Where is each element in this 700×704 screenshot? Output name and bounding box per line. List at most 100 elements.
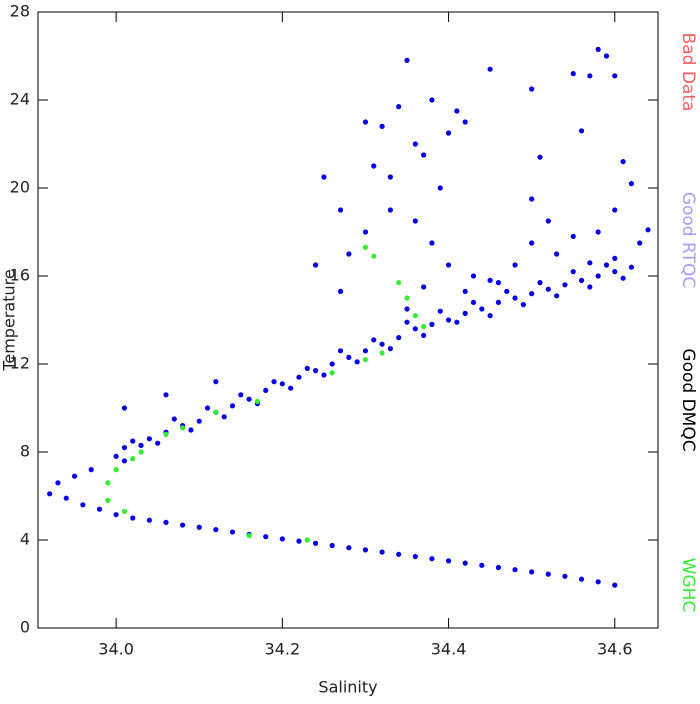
point xyxy=(362,244,369,250)
point xyxy=(404,57,410,64)
point xyxy=(595,579,601,585)
point xyxy=(620,159,626,165)
point xyxy=(387,174,393,180)
point xyxy=(545,218,551,224)
point xyxy=(146,436,152,442)
x-tick-label: 34.0 xyxy=(98,640,134,659)
point xyxy=(437,308,443,314)
point xyxy=(229,529,236,535)
point xyxy=(554,251,560,257)
point xyxy=(470,299,477,305)
point xyxy=(562,573,568,579)
y-tick-label: 12 xyxy=(10,354,30,373)
point xyxy=(362,119,369,125)
point xyxy=(47,491,53,497)
x-tick-label: 34.6 xyxy=(597,640,633,659)
point xyxy=(537,280,543,286)
point xyxy=(437,185,443,191)
y-tick-label: 20 xyxy=(10,178,30,197)
point xyxy=(279,536,285,542)
x-tick-label: 34.2 xyxy=(265,640,301,659)
point xyxy=(495,299,502,305)
point xyxy=(371,337,377,343)
point xyxy=(121,458,128,464)
point xyxy=(462,310,468,316)
point xyxy=(570,269,576,275)
point xyxy=(612,73,618,79)
point xyxy=(412,313,418,319)
point xyxy=(130,515,136,521)
point xyxy=(445,317,452,323)
point xyxy=(379,549,385,555)
point xyxy=(412,141,418,147)
point xyxy=(121,405,128,411)
point xyxy=(387,207,393,213)
point xyxy=(637,240,643,246)
point xyxy=(337,288,344,294)
point xyxy=(612,582,618,588)
point xyxy=(71,473,78,479)
point xyxy=(404,319,410,325)
point xyxy=(238,392,244,398)
point xyxy=(412,326,418,332)
point xyxy=(163,431,169,437)
point xyxy=(362,348,369,354)
point xyxy=(312,368,319,374)
point xyxy=(196,524,202,530)
point xyxy=(587,284,593,290)
point xyxy=(529,240,535,246)
point xyxy=(512,262,518,268)
point xyxy=(495,564,502,571)
point xyxy=(263,534,269,540)
point xyxy=(213,409,219,415)
point xyxy=(587,260,593,266)
point xyxy=(545,571,551,577)
point xyxy=(412,218,418,224)
point xyxy=(371,163,377,169)
point xyxy=(246,396,252,402)
point xyxy=(196,418,202,424)
point xyxy=(329,370,335,376)
point xyxy=(454,108,460,114)
point xyxy=(570,233,576,239)
y-tick-label: 4 xyxy=(20,530,30,549)
point xyxy=(454,319,460,325)
point xyxy=(379,350,385,356)
point xyxy=(155,440,161,446)
point xyxy=(138,449,144,455)
point xyxy=(529,291,535,297)
point xyxy=(55,480,61,486)
point xyxy=(63,495,69,501)
point xyxy=(462,288,468,294)
point xyxy=(612,207,618,213)
point xyxy=(429,240,435,246)
y-tick-label: 8 xyxy=(20,442,30,461)
point xyxy=(470,273,477,279)
point xyxy=(246,533,252,539)
point xyxy=(487,277,493,283)
point xyxy=(213,527,219,533)
y-axis-label: Temperature xyxy=(0,269,19,371)
point xyxy=(204,405,211,411)
legend-label: Bad Data xyxy=(678,33,698,112)
point xyxy=(595,229,601,235)
point xyxy=(529,86,535,92)
point xyxy=(271,379,277,385)
point xyxy=(263,387,269,393)
point xyxy=(105,480,111,486)
point xyxy=(362,357,369,363)
point xyxy=(562,282,568,288)
point xyxy=(628,181,635,187)
point xyxy=(595,46,601,53)
y-tick-label: 16 xyxy=(10,266,30,285)
point xyxy=(578,128,585,134)
point xyxy=(279,381,285,387)
point xyxy=(603,53,610,59)
point xyxy=(628,264,635,270)
point xyxy=(254,398,261,404)
point xyxy=(479,306,485,312)
point xyxy=(421,324,427,330)
point xyxy=(304,365,310,371)
point xyxy=(80,502,86,508)
point xyxy=(105,497,111,503)
